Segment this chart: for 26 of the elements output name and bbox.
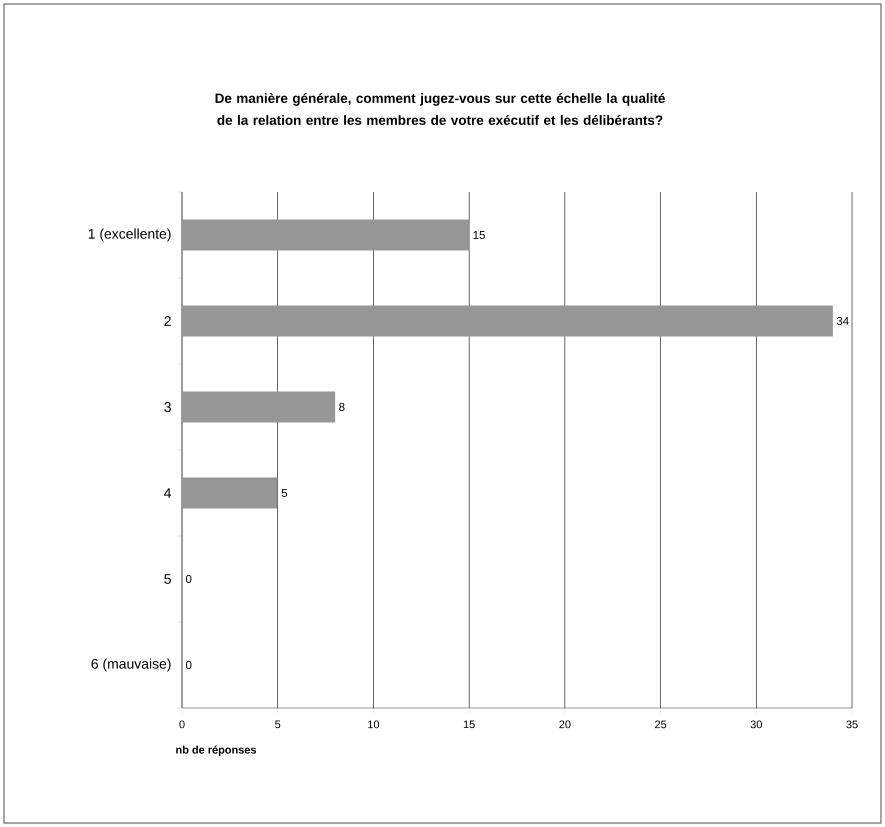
data-label: 0 — [186, 660, 192, 670]
x-tick-label: 30 — [750, 720, 762, 728]
x-tick-label: 5 — [275, 720, 280, 728]
x-tick-label: 35 — [846, 720, 858, 728]
y-tick-label: 4 — [164, 488, 172, 498]
x-tick-label: 15 — [464, 720, 475, 728]
data-label: 5 — [282, 489, 288, 497]
x-axis-title: nb de réponses — [176, 746, 256, 756]
x-tick-label: 0 — [179, 720, 185, 728]
x-tick-label: 10 — [368, 720, 380, 728]
y-tick-label: 1 (excellente) — [88, 228, 171, 242]
bar — [182, 392, 336, 422]
bar — [182, 478, 278, 508]
y-tick-label: 3 — [164, 402, 171, 412]
data-label: 0 — [186, 574, 192, 584]
y-tick-label: 2 — [164, 316, 171, 326]
bar — [182, 306, 833, 336]
data-label: 15 — [474, 231, 485, 239]
data-label: 34 — [836, 316, 849, 326]
x-tick-label: 25 — [655, 720, 666, 728]
y-tick-label: 5 — [164, 574, 171, 584]
data-label: 8 — [339, 402, 345, 412]
bar — [182, 220, 470, 250]
x-tick-label: 20 — [559, 720, 571, 728]
chart-title: De manière générale, comment jugez-vous sur cette échelle la qualité de la relation entre les membres de votre exécutif et les délibérants? — [216, 93, 665, 125]
y-tick-label: 6 (mauvaise) — [92, 658, 171, 672]
